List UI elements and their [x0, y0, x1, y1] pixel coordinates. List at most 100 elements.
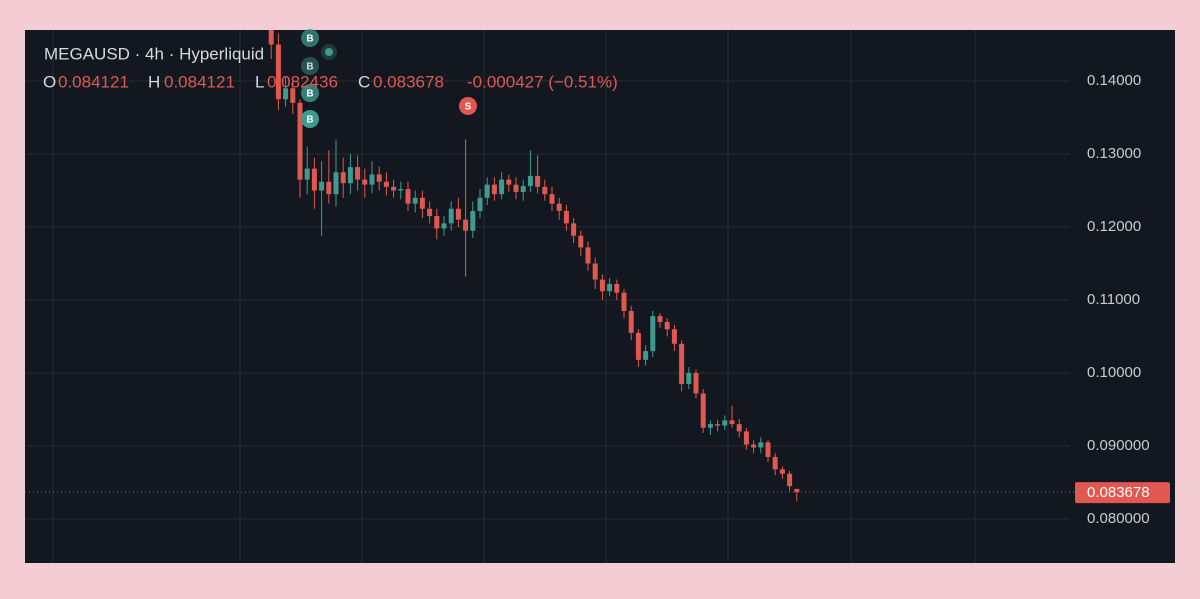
y-tick-label: 0.12000: [1087, 218, 1141, 235]
candle-body: [607, 283, 613, 292]
legend-value: 0.082436: [267, 72, 338, 91]
candle-body: [643, 351, 649, 360]
candle-body: [686, 373, 692, 384]
legend-key: H: [148, 72, 160, 91]
candle-body: [448, 208, 454, 224]
candle-body: [679, 343, 685, 384]
candle-body: [262, 1, 267, 23]
candle-body: [491, 184, 497, 195]
candle-body: [628, 310, 634, 333]
candle-body: [707, 424, 713, 428]
legend-key: L: [255, 72, 264, 91]
candle-body: [405, 189, 411, 204]
trade-markers: B B B B S: [301, 29, 477, 128]
marker-label: B: [306, 34, 313, 45]
candle-body: [715, 424, 721, 426]
candle-body: [412, 197, 418, 204]
candle-body: [290, 88, 296, 103]
candle-body: [369, 174, 375, 185]
candles: [233, 0, 800, 502]
horizontal-grid: [25, 80, 1070, 520]
candle-body: [304, 168, 310, 180]
legend-key: C: [358, 72, 370, 91]
candle-body: [427, 208, 433, 217]
marker-label: B: [306, 62, 313, 73]
candle-body: [254, 1, 259, 16]
candle-body: [268, 30, 274, 45]
candle-body: [592, 263, 598, 280]
candle-body: [535, 175, 541, 187]
candle-body: [779, 469, 785, 474]
candle-body: [578, 235, 584, 248]
candle-body: [650, 316, 656, 352]
last-price-label: 0.083678: [1087, 484, 1150, 501]
candle-body: [621, 292, 627, 311]
candle-body: [657, 316, 663, 322]
marker-label: B: [306, 89, 313, 100]
candle-body: [599, 279, 605, 292]
marker-dot: [325, 48, 333, 56]
candle-body: [520, 186, 526, 192]
candle-body: [614, 283, 620, 293]
candle-body: [383, 181, 389, 187]
candle-body: [571, 223, 577, 236]
candle-body: [340, 172, 346, 184]
candle-body: [513, 184, 519, 192]
candle-body: [736, 424, 742, 432]
y-tick-label: 0.13000: [1087, 145, 1141, 162]
candle-body: [556, 203, 562, 211]
candle-body: [283, 88, 289, 100]
candle-body: [419, 197, 425, 209]
marker: [301, 84, 319, 102]
candle-body: [527, 175, 533, 187]
candle-body: [664, 321, 670, 330]
legend-key: O: [43, 72, 56, 91]
candle-body: [585, 247, 591, 264]
legend-value: 0.084121: [164, 72, 235, 91]
candle-body: [794, 488, 800, 493]
candle-body: [326, 181, 332, 195]
candle-body: [247, 0, 252, 15]
last-price-box: [1075, 482, 1170, 504]
legend: MEGAUSD · 4h · Hyperliquid O 0.084121 H …: [43, 44, 618, 91]
candle-body: [333, 172, 339, 195]
y-tick-label: 0.10000: [1087, 364, 1141, 381]
candle-body: [362, 179, 368, 185]
candle-body: [772, 456, 778, 470]
vertical-grid: [52, 30, 976, 563]
legend-value: 0.084121: [58, 72, 129, 91]
marker: [301, 110, 319, 128]
chart-panel: [25, 30, 1175, 563]
marker: [459, 97, 477, 115]
candle-body: [275, 44, 281, 100]
marker-label: S: [465, 102, 472, 113]
y-tick-label: 0.14000: [1087, 72, 1141, 89]
candle-body: [398, 189, 404, 191]
candle-body: [743, 431, 749, 445]
candle-body: [319, 181, 325, 191]
candle-body: [499, 179, 505, 195]
candle-body: [233, 0, 238, 8]
candle-body: [355, 167, 361, 180]
candle-body: [434, 216, 440, 229]
candle-body: [311, 168, 317, 191]
y-tick-label: 0.090000: [1087, 437, 1150, 454]
candle-body: [765, 442, 771, 457]
candle-body: [700, 393, 706, 428]
candle-body: [297, 102, 303, 180]
candle-body: [549, 194, 555, 204]
candle-body: [441, 223, 447, 229]
price-axis: 0.14000 0.13000 0.12000 0.11000 0.10000 0.090…: [1087, 72, 1150, 527]
marker: [301, 29, 319, 47]
candle-body: [758, 442, 764, 448]
candle-body: [470, 210, 476, 231]
candle-body: [477, 197, 483, 211]
candle-body: [671, 329, 677, 344]
y-tick-label: 0.11000: [1087, 291, 1140, 308]
legend-change: -0.000427 (−0.51%): [467, 72, 618, 91]
legend-value: 0.083678: [373, 72, 444, 91]
candle-body: [376, 174, 382, 182]
candle-body: [347, 167, 353, 184]
